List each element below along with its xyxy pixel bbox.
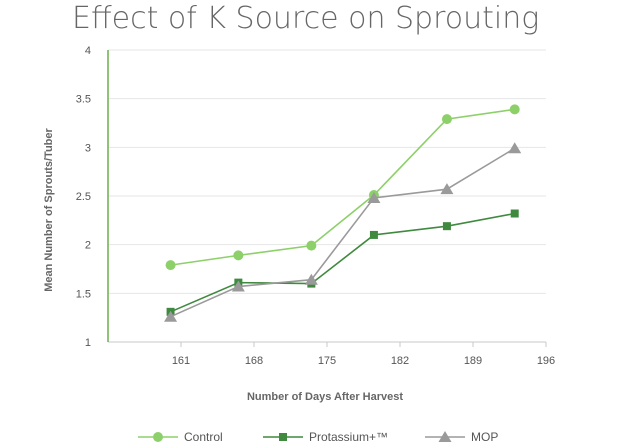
data-point: [231, 280, 245, 292]
x-tick-label: 161: [172, 355, 190, 367]
x-axis-ticks: 161 168 175 182 189 196: [172, 342, 555, 367]
series-line: [170, 212, 515, 313]
y-tick-label: 3.5: [76, 94, 91, 106]
gridlines: [108, 49, 546, 343]
series-line: [170, 147, 516, 318]
data-point: [442, 222, 451, 231]
y-tick-label: 3: [85, 142, 91, 154]
data-point: [509, 104, 520, 115]
series-2: [164, 142, 522, 322]
legend-item: Control: [138, 430, 223, 444]
y-tick-label: 2: [85, 240, 91, 252]
data-point: [164, 310, 178, 322]
series-0: [165, 104, 520, 271]
legend-label: Control: [184, 430, 223, 444]
series-1: [166, 209, 519, 316]
data-point: [508, 142, 522, 154]
data-point: [233, 250, 244, 261]
x-tick-label: 182: [391, 355, 409, 367]
y-axis-ticks: 1 1.5 2 2.5 3 3.5 4: [76, 45, 91, 349]
chart-title: Effect of K Source on Sprouting: [72, 1, 539, 36]
y-tick-label: 2.5: [76, 191, 91, 203]
x-tick-label: 196: [537, 355, 555, 367]
data-point: [440, 183, 454, 195]
legend-label: MOP: [471, 430, 498, 444]
data-point: [367, 191, 381, 203]
x-tick-label: 189: [464, 355, 482, 367]
legend-marker: [438, 431, 452, 442]
x-axis-title: Number of Days After Harvest: [247, 391, 403, 403]
y-tick-label: 1.5: [76, 288, 91, 300]
data-point: [306, 240, 317, 251]
legend-marker: [153, 432, 163, 442]
series-group: [164, 104, 522, 322]
data-point: [304, 273, 318, 285]
legend: Control Protassium+™ MOP: [138, 430, 498, 444]
y-tick-label: 4: [85, 45, 91, 57]
y-tick-label: 1: [85, 337, 91, 349]
x-tick-label: 168: [245, 355, 263, 367]
series-line: [170, 108, 515, 266]
data-point: [165, 260, 176, 271]
data-point: [441, 114, 452, 125]
legend-item: Protassium+™: [263, 430, 388, 444]
x-tick-label: 175: [318, 355, 336, 367]
data-point: [510, 209, 519, 218]
legend-marker: [279, 433, 287, 441]
legend-item: MOP: [425, 430, 498, 444]
legend-label: Protassium+™: [309, 430, 388, 444]
y-axis-title: Mean Number of Sprouts/Tuber: [43, 127, 55, 291]
data-point: [369, 230, 378, 239]
